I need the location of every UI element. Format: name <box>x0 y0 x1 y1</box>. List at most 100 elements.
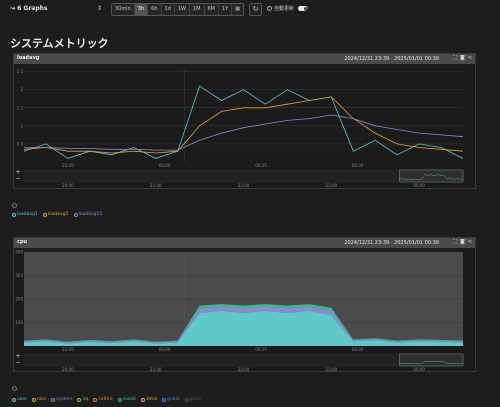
navigator <box>23 169 464 183</box>
y-tick-label: 100 <box>15 320 23 325</box>
navigator-tick-label: 00:00 <box>413 367 425 372</box>
legend-label: nice <box>36 397 47 402</box>
legend-label: loadavg5 <box>47 212 69 217</box>
panel-toggle-icon[interactable] <box>12 386 17 391</box>
x-tick-label: 00:30 <box>352 347 364 352</box>
zoom-buttons: + − <box>14 354 22 366</box>
zoom-out-button[interactable]: − <box>15 359 21 366</box>
legend-dot <box>117 397 122 402</box>
legend-label: irq <box>82 397 89 402</box>
x-tick-label: 00:30 <box>352 163 364 168</box>
range-button-6m[interactable]: 6M <box>204 4 219 15</box>
graphs-count-label[interactable]: ↝ 6 Graphs <box>10 5 48 12</box>
navigator-tick-label: 00:00 <box>413 183 425 188</box>
legend-item-loadavg1[interactable]: loadavg1 <box>12 212 38 217</box>
navigator-tick-label: 22:00 <box>238 367 250 372</box>
x-tick-label: 23:45 <box>62 347 74 352</box>
legend-label: loadavg1 <box>17 212 38 217</box>
legend-item-irq[interactable]: irq <box>77 397 88 402</box>
navigator-tick-label: 22:00 <box>238 183 250 188</box>
range-button-1d[interactable]: 1d <box>161 4 175 15</box>
legend-item-iowait[interactable]: iowait <box>117 397 137 402</box>
panel-header: cpu 2024/12/31 23:39 - 2025/01/01 00:39 ⛶ ◙… <box>14 238 475 248</box>
y-tick-label: 300 <box>15 273 23 278</box>
range-button-6h[interactable]: 6h <box>148 4 162 15</box>
x-tick-label: 23:45 <box>62 163 74 168</box>
zoom-in-button[interactable]: + <box>15 353 21 360</box>
panel-header: loadavg 2024/12/31 23:39 - 2025/01/01 00:… <box>14 54 475 64</box>
panel-time-range: 2024/12/31 23:39 - 2025/01/01 00:39 <box>344 56 439 62</box>
legend-item-gnice[interactable]: gnice <box>184 397 202 402</box>
calendar-icon[interactable]: ▦ <box>232 4 243 15</box>
navigator-tick-label: 20:00 <box>62 367 74 372</box>
legend-item-user[interactable]: user <box>12 397 27 402</box>
legend-item-guest[interactable]: guest <box>161 397 180 402</box>
range-button-1m[interactable]: 1M <box>190 4 205 15</box>
zoom-buttons: + − <box>14 170 22 182</box>
x-tick-label: 00:00 <box>159 347 171 352</box>
cpu-chart[interactable]: 400 300 200 100 23:45 00:00 00:15 00:30 20:00 21:… <box>14 248 475 373</box>
cpu-legend: user nice system irq softirq iowait steal guest… <box>12 397 202 402</box>
range-button-1w[interactable]: 1W <box>174 4 190 15</box>
legend-label: gnice <box>189 397 202 402</box>
legend-label: user <box>17 397 27 402</box>
navigator-tick-label: 21:00 <box>150 183 162 188</box>
navigator-tick-label: 20:00 <box>62 183 74 188</box>
panel-time-range: 2024/12/31 23:39 - 2025/01/01 00:39 <box>344 240 439 246</box>
y-tick-label: 1.5 <box>17 105 24 110</box>
share-icon[interactable]: < <box>467 55 472 61</box>
refresh-button[interactable]: ↻ <box>249 3 262 16</box>
legend-label: steal <box>146 397 157 402</box>
time-range-selector: 30min 3h 6h 1d 1W 1M 6M 1Y ▦ <box>111 3 244 16</box>
navigator-trace <box>399 361 463 365</box>
navigator-tick-label: 23:00 <box>326 367 338 372</box>
panel-toggle-icon[interactable] <box>12 203 17 208</box>
legend-item-softirq[interactable]: softirq <box>93 397 113 402</box>
range-button-1y[interactable]: 1Y <box>219 4 233 15</box>
legend-item-nice[interactable]: nice <box>31 397 47 402</box>
navigator-trace <box>399 174 464 180</box>
legend-dot <box>51 397 56 402</box>
y-tick-label: 400 <box>15 250 23 255</box>
series-line-loadavg15 <box>24 114 464 151</box>
panel-actions: ⛶ ◙ < <box>453 55 472 61</box>
zoom-out-button[interactable]: − <box>15 175 21 182</box>
series-line-loadavg1 <box>23 85 464 159</box>
auto-refresh-toggle[interactable] <box>298 6 309 11</box>
camera-icon[interactable]: ◙ <box>459 55 465 61</box>
loadavg-panel: loadavg 2024/12/31 23:39 - 2025/01/01 00:… <box>13 53 476 189</box>
series-area-user <box>24 310 463 346</box>
legend-dot <box>141 397 146 402</box>
legend-label: iowait <box>122 397 137 402</box>
legend-item-system[interactable]: system <box>51 397 72 402</box>
legend-label: system <box>56 397 73 402</box>
x-tick-label: 00:15 <box>255 163 267 168</box>
loadavg-chart[interactable]: 2.5 2 1.5 1 0.5 23:45 00:00 00:15 00:30 20:00 21:0… <box>14 64 475 189</box>
legend-dot <box>77 397 82 402</box>
range-button-3h[interactable]: 3h <box>134 4 149 15</box>
legend-item-loadavg15[interactable]: loadavg15 <box>73 212 102 217</box>
legend-label: softirq <box>98 397 113 402</box>
legend-item-loadavg5[interactable]: loadavg5 <box>42 212 69 217</box>
panel-title: cpu <box>17 239 28 245</box>
series-line-loadavg5 <box>23 96 464 154</box>
camera-icon[interactable]: ◙ <box>459 239 465 245</box>
legend-dot <box>12 212 16 217</box>
share-icon[interactable]: < <box>467 239 472 245</box>
auto-refresh-control[interactable]: 自動更新 <box>267 5 309 12</box>
legend-item-steal[interactable]: steal <box>141 397 157 402</box>
auto-refresh-radio[interactable] <box>267 6 272 11</box>
graphs-count-text: 6 Graphs <box>17 5 48 12</box>
range-button-30min[interactable]: 30min <box>112 4 135 15</box>
navigator-selection <box>399 353 464 367</box>
fullscreen-icon[interactable]: ⛶ <box>453 55 457 61</box>
zoom-in-button[interactable]: + <box>15 169 21 176</box>
y-tick-label: 200 <box>15 297 23 302</box>
sort-icon[interactable]: ⇕ <box>97 5 103 12</box>
fullscreen-icon[interactable]: ⛶ <box>453 239 457 245</box>
legend-dot <box>73 212 78 217</box>
legend-dot <box>184 397 189 402</box>
legend-dot <box>31 397 36 402</box>
legend-label: guest <box>166 397 180 402</box>
toolbar: ↝ 6 Graphs ⇕ 30min 3h 6h 1d 1W 1M 6M 1Y ▦ ↻ 自動更新 <box>0 0 500 20</box>
